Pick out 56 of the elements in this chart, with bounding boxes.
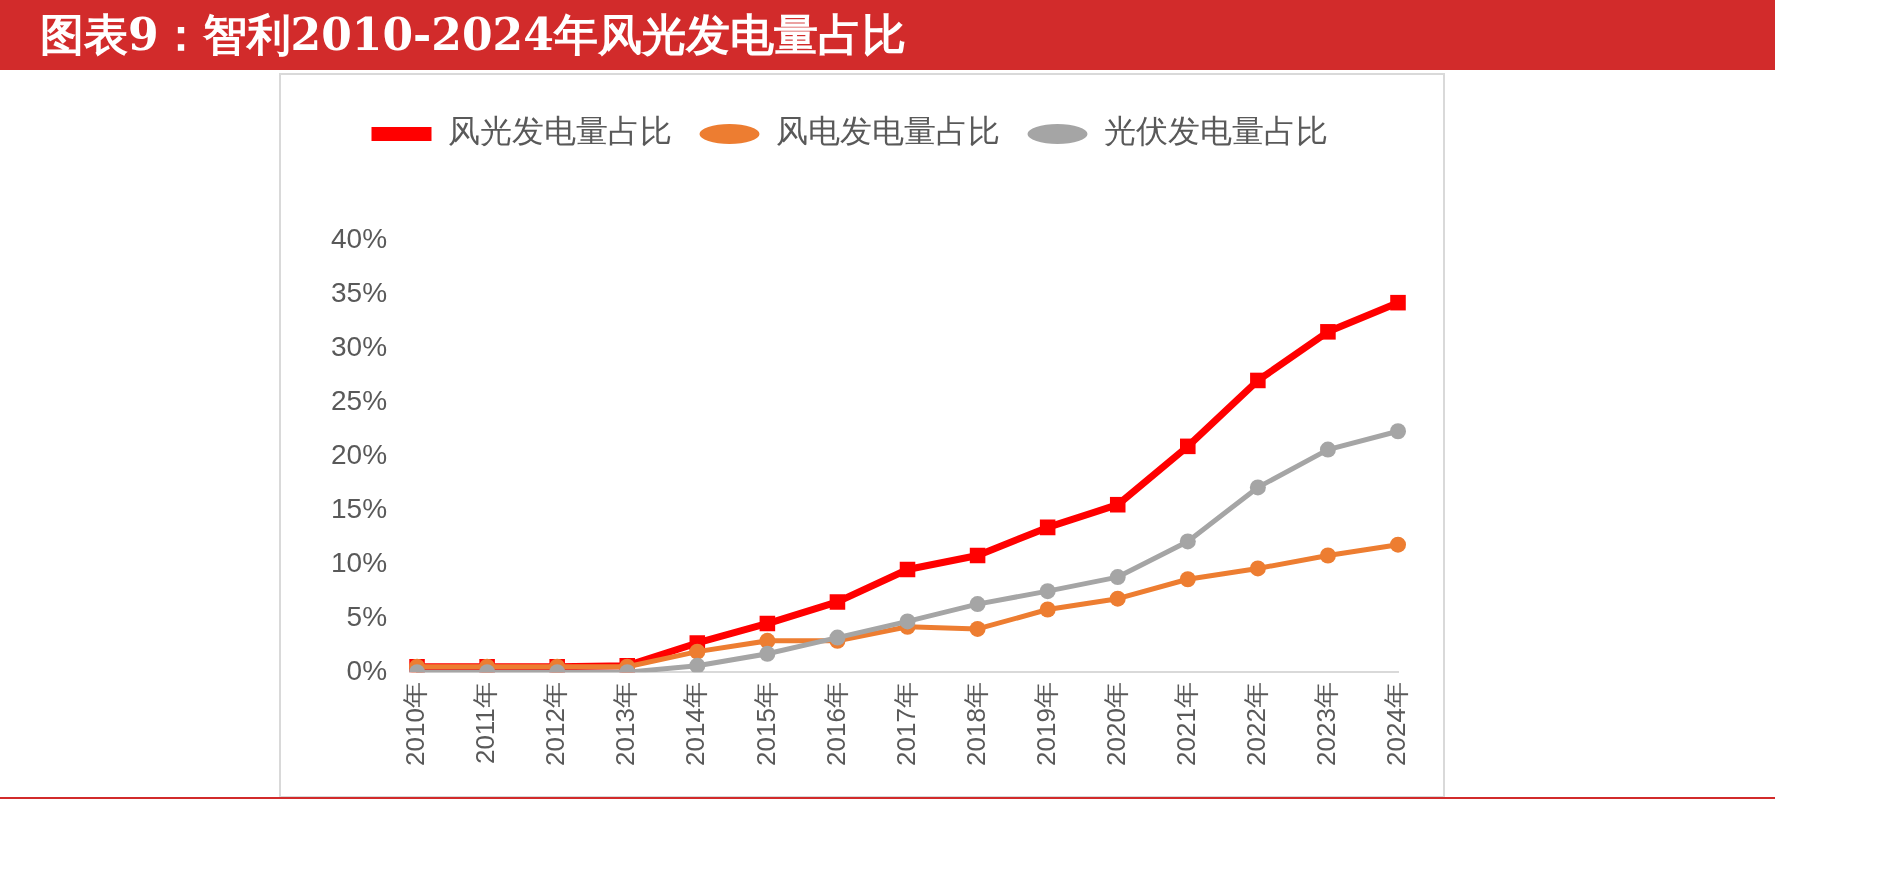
- y-tick-label: 10%: [330, 546, 388, 578]
- y-tick-label: 25%: [330, 384, 388, 416]
- x-tick-label: 2018年: [960, 682, 991, 766]
- point: [1039, 601, 1056, 618]
- x-tick-label: 2013年: [610, 682, 641, 766]
- y-tick-label: 0%: [346, 654, 388, 686]
- point: [969, 596, 986, 613]
- point: [969, 620, 986, 637]
- point: [689, 643, 706, 660]
- point: [1390, 294, 1406, 311]
- point: [1179, 571, 1196, 588]
- point: [1319, 441, 1336, 458]
- y-tick-label: 30%: [330, 330, 388, 362]
- point: [829, 594, 846, 610]
- x-tick-label: 2019年: [1030, 682, 1061, 766]
- y-tick-label: 20%: [330, 438, 388, 470]
- y-tick-label: 15%: [330, 492, 388, 524]
- x-tick-label: 2024年: [1381, 682, 1412, 766]
- point: [1319, 547, 1336, 564]
- point: [969, 547, 986, 564]
- x-tick-label: 2012年: [540, 682, 571, 766]
- legend-label: 光伏发电量占比: [1103, 112, 1328, 151]
- x-tick-label: 2023年: [1311, 682, 1342, 766]
- point: [899, 613, 916, 630]
- x-tick-label: 2016年: [820, 682, 851, 766]
- point: [1109, 590, 1126, 607]
- chart-title: 图表9：智利2010-2024年风光发电量占比: [40, 8, 906, 62]
- y-tick-label: 5%: [346, 600, 388, 632]
- point: [1320, 324, 1336, 340]
- point: [1039, 583, 1056, 600]
- point: [899, 561, 916, 578]
- x-tick-label: 2014年: [680, 682, 711, 766]
- point: [1249, 479, 1266, 496]
- x-tick-label: 2010年: [400, 682, 431, 766]
- point: [759, 645, 776, 662]
- point: [1390, 536, 1406, 553]
- y-tick-label: 35%: [330, 276, 388, 308]
- x-tick-label: 2020年: [1100, 682, 1131, 766]
- point: [1390, 423, 1406, 440]
- x-tick-label: 2011年: [470, 682, 501, 765]
- point: [689, 657, 706, 673]
- point: [1249, 560, 1266, 577]
- point: [1179, 533, 1196, 550]
- point: [1109, 496, 1126, 513]
- point: [1180, 438, 1196, 455]
- legend-label: 风光发电量占比: [447, 112, 672, 151]
- point: [1109, 569, 1126, 586]
- x-tick-label: 2017年: [890, 682, 921, 766]
- x-tick-label: 2022年: [1241, 682, 1272, 766]
- point: [759, 615, 776, 632]
- point: [1039, 519, 1056, 536]
- x-tick-label: 2021年: [1170, 682, 1201, 766]
- point: [1250, 372, 1266, 389]
- x-tick-label: 2015年: [750, 682, 781, 766]
- legend-label: 风电发电量占比: [775, 112, 1000, 151]
- y-tick-label: 40%: [330, 222, 388, 254]
